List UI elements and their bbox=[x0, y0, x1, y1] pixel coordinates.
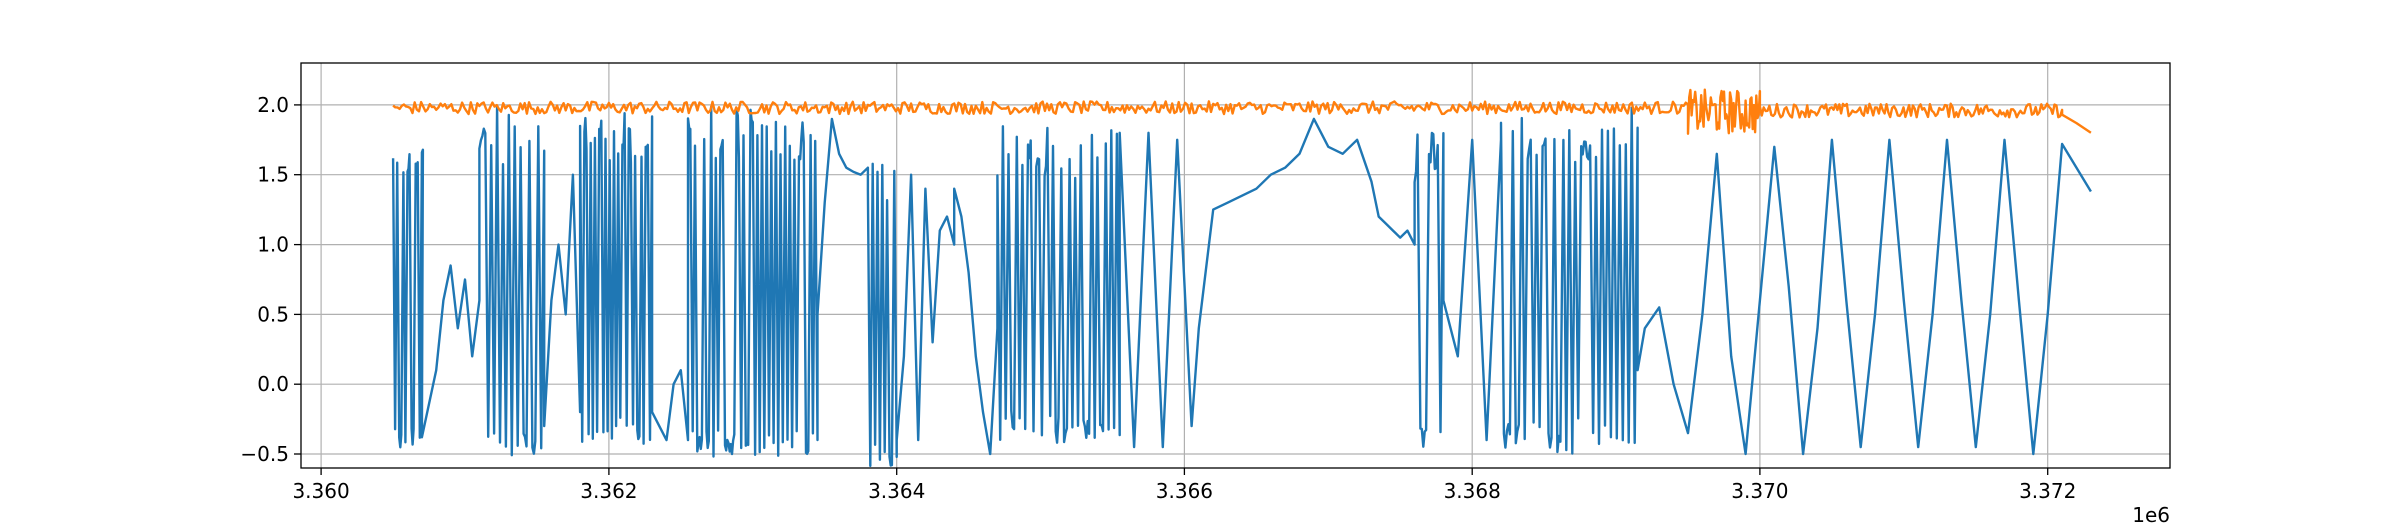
x-offset-label: 1e6 bbox=[2132, 503, 2170, 525]
y-tick-label: −0.5 bbox=[240, 442, 289, 466]
x-tick-label: 3.370 bbox=[1731, 479, 1788, 503]
x-tick-label: 3.372 bbox=[2019, 479, 2076, 503]
plot-area bbox=[391, 88, 2092, 468]
axes-frame bbox=[300, 62, 2171, 469]
y-tick-label: 1.5 bbox=[257, 163, 289, 187]
x-tick-label: 3.366 bbox=[1156, 479, 1213, 503]
y-tick-label: 1.0 bbox=[257, 233, 289, 257]
x-axis: 3.360 3.362 3.364 3.366 3.368 3.370 3.372 bbox=[292, 468, 2076, 503]
y-tick-label: 0.5 bbox=[257, 302, 289, 326]
x-tick-label: 3.368 bbox=[1444, 479, 1501, 503]
x-tick-label: 3.360 bbox=[292, 479, 349, 503]
y-axis: −0.5 0.0 0.5 1.0 1.5 2.0 bbox=[240, 93, 301, 466]
y-tick-label: 2.0 bbox=[257, 93, 289, 117]
y-tick-label: 0.0 bbox=[257, 372, 289, 396]
x-tick-label: 3.362 bbox=[580, 479, 637, 503]
series-1-line bbox=[391, 104, 2092, 468]
x-tick-label: 3.364 bbox=[868, 479, 925, 503]
series-2-line bbox=[392, 88, 2092, 135]
